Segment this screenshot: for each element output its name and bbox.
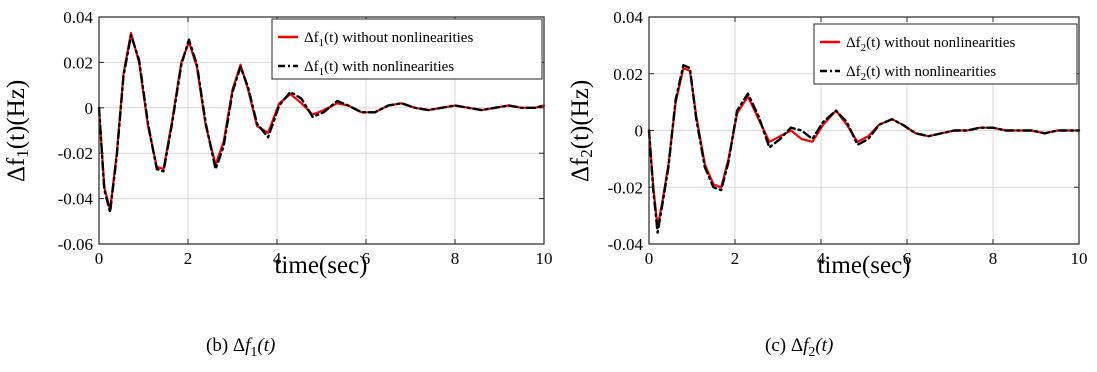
y-tick-label: 0.04: [63, 8, 93, 27]
y-tick-label: -0.04: [608, 235, 644, 254]
x-tick-label: 4: [273, 249, 282, 268]
x-tick-label: 0: [645, 249, 654, 268]
x-tick-label: 8: [451, 249, 460, 268]
y-axis-label: Δf2(t)(Hz): [567, 80, 596, 182]
x-tick-label: 8: [989, 249, 998, 268]
legend-label: Δf2(t) with nonlinearities: [846, 64, 996, 83]
x-tick-label: 6: [362, 249, 371, 268]
subfigure-caption: (b) Δf1(t): [206, 335, 275, 360]
x-tick-label: 4: [817, 249, 826, 268]
chart-delta-f1: 0 2 4 6 8 10 -0.06 -0.04 -0.02 0 0.02 0.04 time(sec)…: [3, 8, 553, 360]
x-tick-label: 0: [95, 249, 104, 268]
x-axis-label: time(sec): [817, 252, 910, 279]
series-line-with-nonlinearities: [647, 64, 1081, 234]
x-tick-label: 6: [903, 249, 912, 268]
legend: Δf2(t) without nonlinearities Δf2(t) with…: [813, 23, 1078, 85]
y-axis-label: Δf1(t)(Hz): [3, 80, 32, 182]
y-tick-label: 0.02: [63, 53, 93, 72]
legend-label: Δf1(t) without nonlinearities: [304, 30, 473, 49]
subfigure-caption: (c) Δf2(t): [765, 335, 833, 360]
x-axis-label: time(sec): [274, 252, 367, 279]
legend-box: [813, 23, 1078, 85]
x-tick-label: 2: [731, 249, 740, 268]
x-tick-label: 2: [184, 249, 193, 268]
y-tick-label: -0.02: [608, 178, 643, 197]
series-line-with-nonlinearities: [97, 34, 546, 214]
y-tick-label: 0.02: [613, 65, 643, 84]
y-tick-label: 0: [635, 122, 644, 141]
legend-label: Δf1(t) with nonlinearities: [304, 59, 454, 78]
y-tick-label: 0: [85, 99, 94, 118]
chart-delta-f2: 0 2 4 6 8 10 -0.04 -0.02 0 0.02 0.04 time(sec) Δf2(t…: [567, 8, 1088, 360]
x-tick-label: 10: [1071, 249, 1088, 268]
axes-frame: [98, 16, 545, 245]
legend-label: Δf2(t) without nonlinearities: [846, 35, 1015, 54]
y-tick-label: -0.02: [58, 144, 93, 163]
y-tick-label: -0.04: [58, 190, 94, 209]
y-tick-label: -0.06: [58, 235, 93, 254]
legend-box: [271, 18, 543, 80]
y-tick-label: 0.04: [613, 8, 643, 27]
x-tick-label: 10: [536, 249, 553, 268]
legend: Δf1(t) without nonlinearities Δf1(t) with…: [271, 18, 543, 80]
